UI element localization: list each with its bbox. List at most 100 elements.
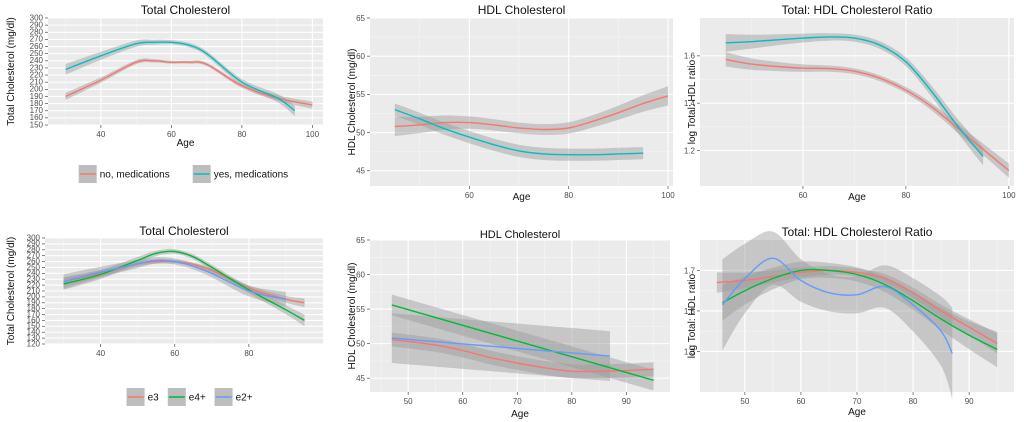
chart-p4: 40 60 801201301401501601701801902002102202…	[6, 224, 323, 406]
x-tick-label: 80	[567, 397, 576, 406]
y-tick-label: 300	[27, 233, 41, 242]
legend-label: e4+	[189, 393, 206, 404]
y-tick-label: 1.3	[684, 347, 696, 356]
x-tick-label: 60	[465, 191, 474, 200]
y-tick-label: 160	[27, 316, 41, 325]
y-tick-label: 55	[356, 305, 365, 314]
y-axis-label: HDL Cholesterol (mg/dl)	[347, 263, 358, 370]
y-tick-label: 130	[27, 333, 41, 342]
confidence-band-e2-	[63, 257, 286, 307]
x-tick-label: 40	[96, 130, 105, 139]
chart-p3: 60 80 100 1.2 1.4 1.6 Total: HDL Cholesterol R…	[684, 3, 1016, 203]
x-tick-label: 100	[1002, 191, 1016, 200]
y-tick-label: 180	[27, 304, 41, 313]
y-tick-label: 190	[30, 92, 44, 101]
legend-label: e2+	[236, 393, 253, 404]
series-line-e4-	[391, 304, 654, 381]
series-line-e2-	[391, 337, 611, 357]
x-tick-label: 100	[306, 130, 320, 139]
y-tick-label: 1.2	[684, 146, 696, 155]
legend: e3 e4+ e2+	[126, 388, 253, 406]
y-tick-label: 260	[30, 42, 44, 51]
y-axis-label: Total Cholesterol (mg/dl)	[6, 17, 17, 125]
y-tick-label: 160	[30, 113, 44, 122]
x-tick-label: 60	[167, 130, 176, 139]
y-tick-label: 290	[30, 20, 44, 29]
y-tick-label: 1.4	[684, 99, 696, 108]
confidence-band-yes-medications	[725, 33, 984, 166]
y-tick-label: 50	[356, 128, 365, 137]
y-tick-label: 210	[27, 286, 41, 295]
legend-item: e4+	[167, 388, 206, 406]
x-axis-label: Age	[848, 407, 866, 418]
y-axis-label: Total Cholesterol (mg/dl)	[6, 237, 17, 345]
x-tick-label: 60	[796, 397, 805, 406]
y-tick-label: 190	[27, 298, 41, 307]
y-tick-label: 1.7	[684, 266, 696, 275]
chart-p1: 40 60 80 1001501601701801902002102202302402…	[6, 3, 323, 183]
legend-label: yes, medications	[214, 170, 288, 181]
y-tick-label: 1.5	[684, 307, 696, 316]
x-tick-label: 60	[170, 349, 179, 358]
x-tick-label: 80	[237, 130, 246, 139]
y-tick-label: 170	[27, 310, 41, 319]
y-tick-label: 240	[27, 269, 41, 278]
legend: no, medications yes, medications	[78, 165, 288, 183]
y-tick-label: 220	[30, 70, 44, 79]
legend-item: e2+	[214, 388, 253, 406]
chart-title: Total Cholesterol	[139, 224, 228, 238]
y-tick-label: 250	[30, 49, 44, 58]
series-line-yes-medications	[725, 36, 984, 157]
y-tick-label: 170	[30, 106, 44, 115]
y-tick-label: 45	[356, 167, 365, 176]
x-axis-label: Age	[848, 192, 866, 203]
x-axis-label: Age	[177, 138, 195, 149]
x-tick-label: 60	[798, 191, 807, 200]
chart-title: HDL Cholesterol	[478, 3, 566, 17]
y-tick-label: 60	[356, 270, 365, 279]
y-tick-label: 260	[27, 257, 41, 266]
legend-label: e3	[148, 393, 160, 404]
chart-p2: 60 80 100 45 50 55 60 65 HDL Cholesterol Age HDL C…	[347, 3, 675, 203]
y-tick-label: 210	[30, 78, 44, 87]
x-tick-label: 100	[661, 191, 675, 200]
y-tick-label: 45	[356, 374, 365, 383]
chart-title: HDL Cholesterol	[480, 229, 560, 241]
y-tick-label: 150	[27, 322, 41, 331]
x-axis-label: Age	[511, 409, 529, 420]
series-line-e2-	[721, 257, 953, 354]
y-tick-label: 150	[30, 120, 44, 129]
x-tick-label: 80	[564, 191, 573, 200]
y-tick-label: 1.6	[684, 52, 696, 61]
y-tick-label: 280	[30, 28, 44, 37]
x-tick-label: 40	[96, 349, 105, 358]
chart-title: Total Cholesterol	[141, 3, 230, 17]
y-tick-label: 50	[356, 339, 365, 348]
y-tick-label: 250	[27, 263, 41, 272]
y-tick-label: 270	[27, 251, 41, 260]
plot-panel	[370, 240, 670, 392]
legend-label: no, medications	[100, 170, 170, 181]
x-tick-label: 50	[740, 397, 749, 406]
y-tick-label: 180	[30, 99, 44, 108]
legend-item: no, medications	[78, 165, 170, 183]
x-axis-label: Age	[513, 192, 531, 203]
series-line-e3	[391, 338, 654, 373]
plot-panel	[700, 18, 1014, 186]
y-axis-label: log Total: HDL ratio	[687, 59, 698, 144]
confidence-band-e4-	[63, 248, 305, 327]
y-tick-label: 55	[356, 90, 365, 99]
confidence-band-no-medications	[394, 86, 668, 137]
confidence-band-e2-	[722, 231, 953, 400]
x-tick-label: 80	[244, 349, 253, 358]
chart-title: Total: HDL Cholesterol Ratio	[782, 225, 933, 239]
confidence-band-e3	[716, 266, 998, 354]
x-tick-label: 70	[513, 397, 522, 406]
series-line-no-medications	[65, 59, 313, 106]
y-tick-label: 280	[27, 245, 41, 254]
y-tick-label: 200	[30, 85, 44, 94]
x-tick-label: 80	[909, 397, 918, 406]
y-axis-label: log Total: HDL ratio	[687, 273, 698, 358]
series-line-e2-	[63, 259, 287, 300]
y-tick-label: 290	[27, 239, 41, 248]
